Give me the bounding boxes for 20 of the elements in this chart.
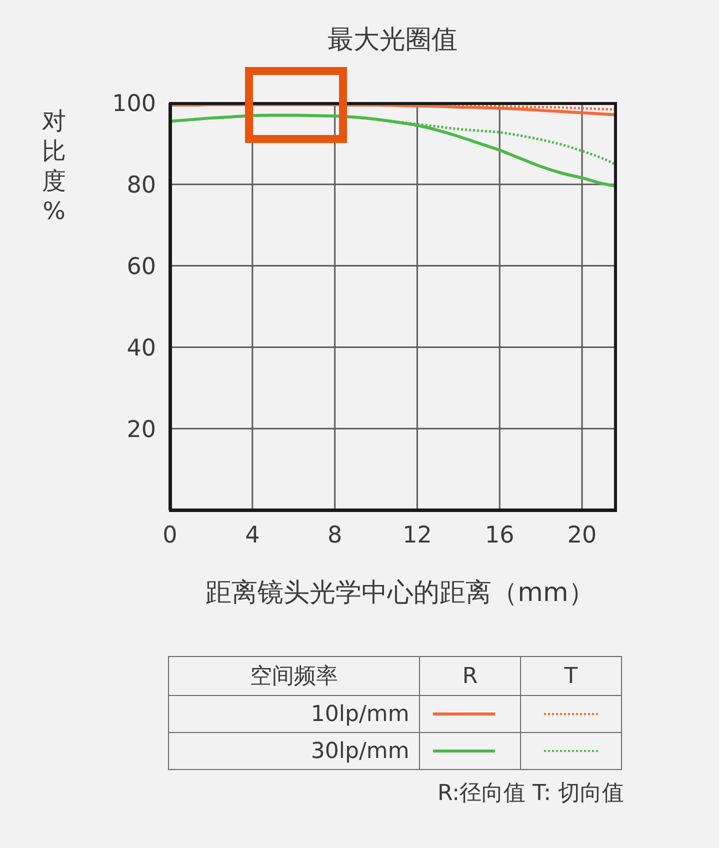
y-tick-label: 40	[126, 335, 156, 362]
x-axis-title: 距离镜头光学中心的距离（mm）	[204, 577, 596, 610]
y-axis-title: 对比度%	[41, 106, 67, 226]
text: R	[461, 664, 479, 688]
y-tick-label: 80	[126, 172, 156, 199]
y-tick-label: 20	[126, 416, 156, 443]
x-tick-label: 8	[327, 522, 342, 548]
y-tick-label: 60	[126, 254, 156, 280]
x-tick-label: 16	[484, 522, 514, 548]
legend-label: 30lp/mm	[310, 738, 410, 764]
legend-title: 空间频率	[249, 663, 340, 691]
text: T	[563, 664, 579, 688]
text: R:径向值 T: 切向值	[438, 780, 624, 808]
chart-title: 最大光圈值	[326, 24, 458, 56]
y-tick-label: 100	[112, 91, 156, 118]
x-tick-label: 12	[402, 522, 432, 548]
legend-label: 10lp/mm	[310, 702, 410, 726]
x-tick-label: 4	[245, 522, 260, 548]
x-tick-label: 0	[162, 522, 178, 548]
x-tick-label: 20	[567, 522, 597, 548]
